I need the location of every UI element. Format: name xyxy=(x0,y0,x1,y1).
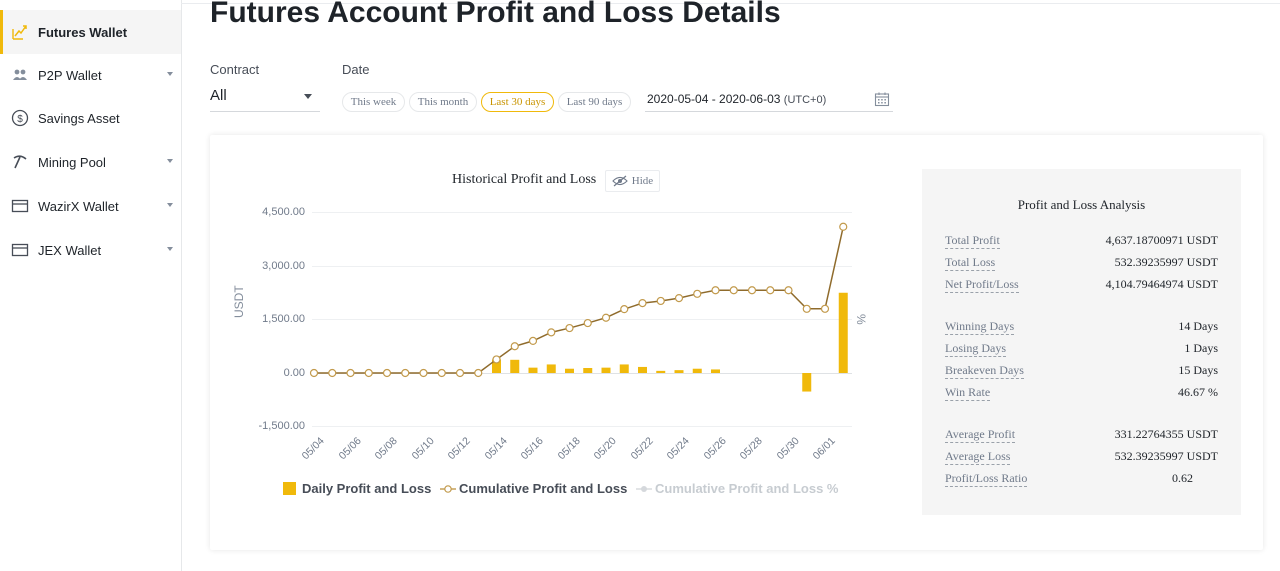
analysis-value: 532.39235997 USDT xyxy=(1114,255,1218,269)
analysis-label[interactable]: Net Profit/Loss xyxy=(945,277,1019,293)
legend-swatch-line-disabled xyxy=(636,485,652,492)
wallet-icon xyxy=(10,196,30,216)
analysis-row-net-pnl: Net Profit/Loss 4,104.79464974 USDT xyxy=(945,277,1218,295)
pill-this-week[interactable]: This week xyxy=(342,92,405,112)
chevron-down-icon xyxy=(167,247,173,251)
pill-last-90-days[interactable]: Last 90 days xyxy=(558,92,631,112)
chevron-down-icon xyxy=(167,203,173,207)
hide-label: Hide xyxy=(631,175,654,187)
legend-swatch-bar xyxy=(283,482,296,495)
sidebar-item-label: P2P Wallet xyxy=(38,67,102,83)
legend-label: Daily Profit and Loss xyxy=(302,481,432,496)
date-label: Date xyxy=(342,62,370,77)
users-icon xyxy=(10,65,30,85)
sidebar-item-label: WazirX Wallet xyxy=(38,198,119,214)
sidebar-item-label: Savings Asset xyxy=(38,110,120,126)
sidebar-item-p2p-wallet[interactable]: P2P Wallet xyxy=(0,53,181,97)
analysis-label[interactable]: Win Rate xyxy=(945,385,991,401)
legend-daily-pnl[interactable]: Daily Profit and Loss xyxy=(283,481,431,496)
analysis-row-total-profit: Total Profit 4,637.18700971 USDT xyxy=(945,233,1218,251)
analysis-label[interactable]: Breakeven Days xyxy=(945,363,1024,379)
analysis-row-pnl-ratio: Profit/Loss Ratio 0.62 xyxy=(945,471,1218,489)
analysis-row-winning-days: Winning Days 14 Days xyxy=(945,319,1218,337)
analysis-label[interactable]: Total Loss xyxy=(945,255,996,271)
y-tick-label: 0.00 xyxy=(283,367,305,379)
analysis-value: 46.67 % xyxy=(1178,385,1218,399)
legend-swatch-line xyxy=(440,484,456,493)
dollar-coin-icon: $ xyxy=(10,108,30,128)
analysis-value: 15 Days xyxy=(1178,363,1218,377)
calendar-icon xyxy=(874,91,890,112)
gridline xyxy=(312,426,852,427)
analysis-value: 0.62 xyxy=(1172,471,1193,485)
analysis-value: 14 Days xyxy=(1178,319,1218,333)
analysis-label[interactable]: Profit/Loss Ratio xyxy=(945,471,1028,487)
y2-axis-label: % xyxy=(854,314,868,325)
header-divider xyxy=(181,3,1280,4)
chevron-down-icon xyxy=(304,94,312,99)
gridline xyxy=(312,266,852,267)
pnl-analysis-panel: Profit and Loss Analysis Total Profit 4,… xyxy=(922,169,1241,515)
date-range-value: 2020-05-04 - 2020-06-03 xyxy=(647,92,781,106)
analysis-value: 331.22764355 USDT xyxy=(1114,427,1218,441)
y-tick-label: 4,500.00 xyxy=(262,206,305,218)
chevron-down-icon xyxy=(167,72,173,76)
y-tick-label: 3,000.00 xyxy=(262,260,305,272)
analysis-row-total-loss: Total Loss 532.39235997 USDT xyxy=(945,255,1218,273)
sidebar-item-mining-pool[interactable]: Mining Pool xyxy=(0,140,181,184)
contract-select[interactable]: All xyxy=(210,84,320,112)
chevron-down-icon xyxy=(167,159,173,163)
analysis-value: 4,637.18700971 USDT xyxy=(1105,233,1218,247)
sidebar-item-jex-wallet[interactable]: JEX Wallet xyxy=(0,228,181,272)
analysis-label[interactable]: Average Loss xyxy=(945,449,1011,465)
analysis-title: Profit and Loss Analysis xyxy=(1017,197,1146,212)
analysis-label[interactable]: Total Profit xyxy=(945,233,1000,249)
analysis-value: 532.39235997 USDT xyxy=(1114,449,1218,463)
analysis-row-average-loss: Average Loss 532.39235997 USDT xyxy=(945,449,1218,467)
wallet-icon xyxy=(10,240,30,260)
legend-label: Cumulative Profit and Loss % xyxy=(655,481,839,496)
analysis-row-breakeven-days: Breakeven Days 15 Days xyxy=(945,363,1218,381)
pill-this-month[interactable]: This month xyxy=(409,92,477,112)
analysis-label[interactable]: Average Profit xyxy=(945,427,1016,443)
sidebar-item-label: Mining Pool xyxy=(38,154,106,170)
legend-cumulative-pnl[interactable]: Cumulative Profit and Loss xyxy=(440,481,627,496)
sidebar-item-wazirx-wallet[interactable]: WazirX Wallet xyxy=(0,184,181,228)
date-range-picker[interactable]: 2020-05-04 - 2020-06-03 (UTC+0) xyxy=(645,88,893,112)
y-axis-label: USDT xyxy=(232,285,246,318)
legend-label: Cumulative Profit and Loss xyxy=(459,481,628,496)
pickaxe-icon xyxy=(10,152,30,172)
sidebar-item-label: Futures Wallet xyxy=(38,24,128,40)
analysis-label[interactable]: Losing Days xyxy=(945,341,1006,357)
analysis-value: 4,104.79464974 USDT xyxy=(1105,277,1218,291)
svg-text:$: $ xyxy=(17,114,23,125)
gridline xyxy=(312,373,852,374)
y-tick-label: 1,500.00 xyxy=(262,313,305,325)
contract-value: All xyxy=(210,87,227,104)
analysis-value: 1 Days xyxy=(1184,341,1218,355)
analysis-row-win-rate: Win Rate 46.67 % xyxy=(945,385,1218,403)
legend-cumulative-pnl-percent[interactable]: Cumulative Profit and Loss % xyxy=(636,481,838,496)
sidebar-item-futures-wallet[interactable]: Futures Wallet xyxy=(0,10,181,54)
gridline xyxy=(312,212,852,213)
hide-chart-button[interactable]: Hide xyxy=(605,170,660,192)
contract-label: Contract xyxy=(210,62,260,77)
gridline xyxy=(312,319,852,320)
y-tick-label: -1,500.00 xyxy=(258,420,305,432)
futures-icon xyxy=(10,22,30,42)
timezone-label: (UTC+0) xyxy=(783,94,827,106)
eye-off-icon xyxy=(612,175,628,187)
analysis-label[interactable]: Winning Days xyxy=(945,319,1015,335)
analysis-row-losing-days: Losing Days 1 Days xyxy=(945,341,1218,359)
sidebar-item-label: JEX Wallet xyxy=(38,242,102,258)
chart-title: Historical Profit and Loss xyxy=(452,172,597,187)
page-title: Futures Account Profit and Loss Details xyxy=(210,0,781,29)
analysis-row-average-profit: Average Profit 331.22764355 USDT xyxy=(945,427,1218,445)
pill-last-30-days[interactable]: Last 30 days xyxy=(481,92,554,112)
sidebar: Futures Wallet P2P Wallet $ Savings Asse… xyxy=(0,0,182,571)
sidebar-item-savings-asset[interactable]: $ Savings Asset xyxy=(0,96,181,140)
